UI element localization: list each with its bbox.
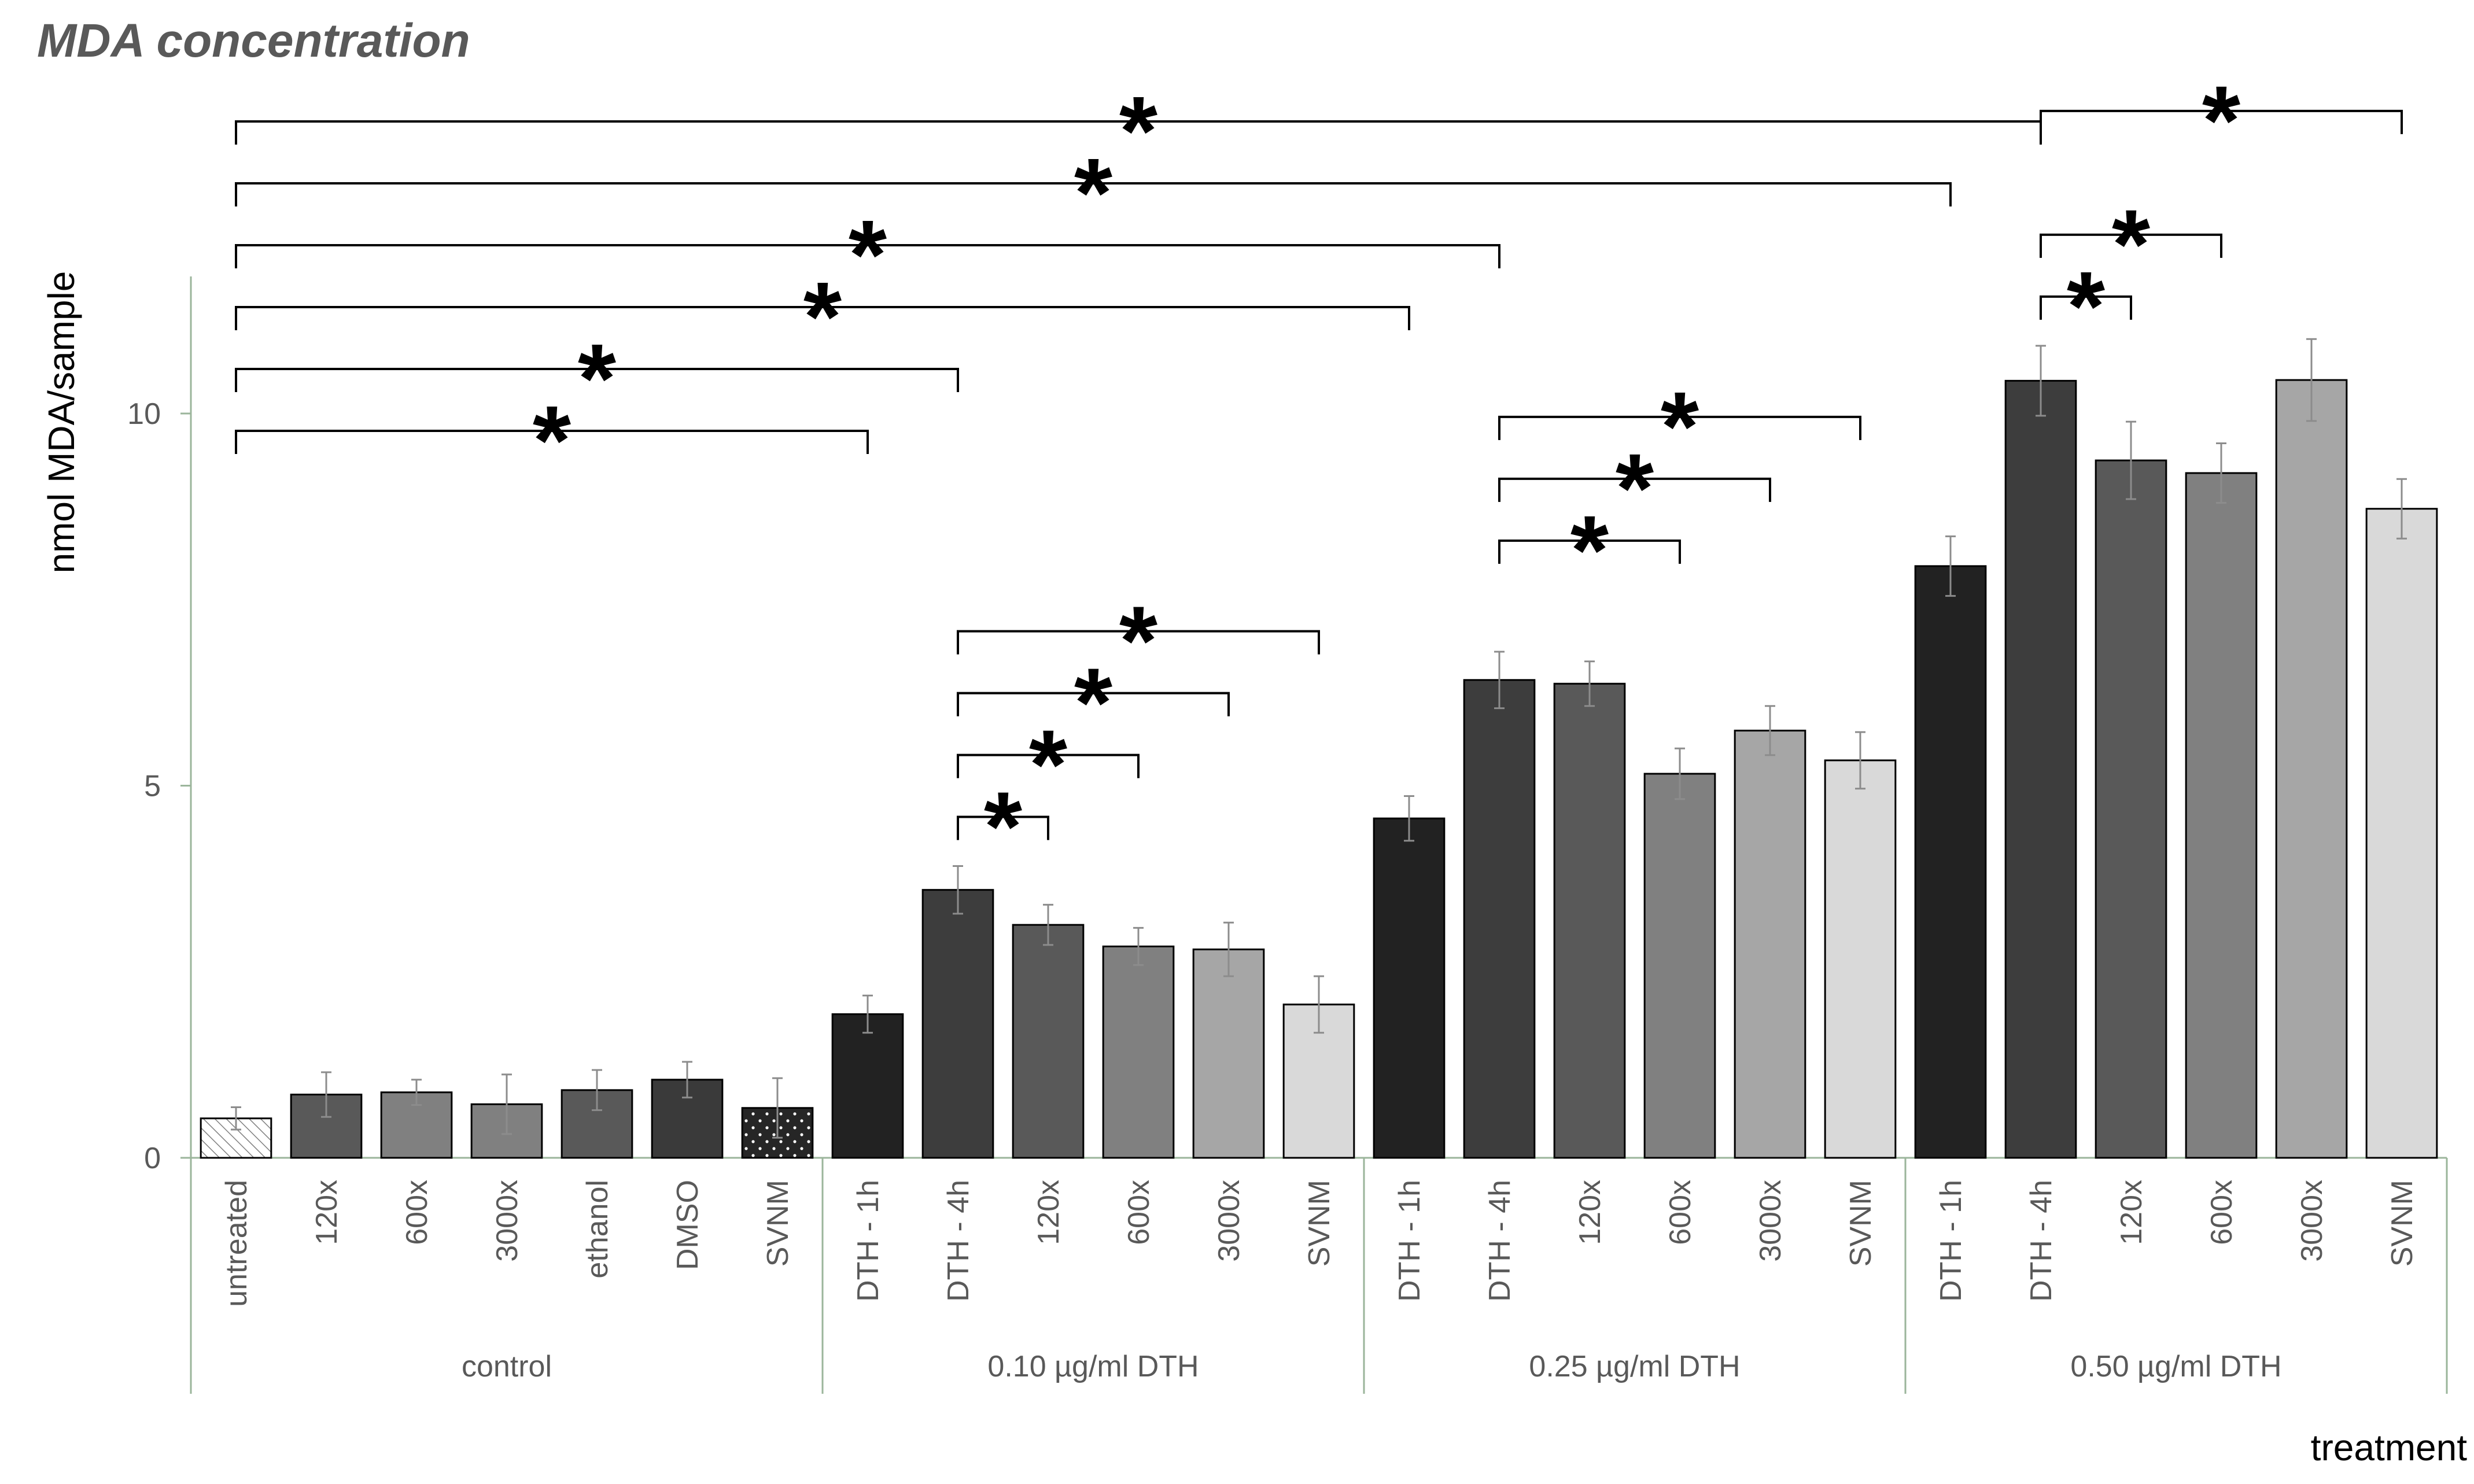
bar: [1824, 759, 1897, 1159]
group-label: control: [462, 1350, 552, 1383]
significance-bracket: [235, 244, 1500, 268]
x-tick-label: DTH - 1h: [1393, 1180, 1426, 1302]
significance-marker: *: [849, 200, 887, 310]
x-tick-label: SVNM: [2385, 1180, 2419, 1267]
bar: [2275, 379, 2348, 1159]
bars-layer: [200, 338, 2438, 1159]
x-tick-label: 120x: [1032, 1180, 1065, 1245]
bar: [2365, 508, 2438, 1159]
bar: [1914, 565, 1987, 1159]
x-axis-label: treatment: [2311, 1427, 2468, 1468]
x-tick-label: SVNM: [1844, 1180, 1878, 1267]
x-tick-label: SVNM: [1303, 1180, 1336, 1267]
x-tick-label: 3000x: [2295, 1180, 2329, 1262]
significance-marker: *: [1074, 138, 1112, 248]
y-tick-label: 0: [144, 1142, 161, 1175]
bar: [1373, 817, 1446, 1159]
bar: [831, 1013, 904, 1159]
bar: [1643, 773, 1716, 1159]
significance-bracket: [957, 692, 1230, 717]
significance-bracket: [235, 430, 869, 454]
significance-marker: *: [1616, 434, 1654, 544]
group-label: 0.50 µg/ml DTH: [2070, 1350, 2281, 1383]
y-tick-label: 10: [127, 397, 161, 431]
y-tick-label: 5: [144, 770, 161, 803]
x-tick-label: SVNM: [761, 1180, 795, 1267]
x-tick-label: 120x: [310, 1180, 344, 1245]
bar: [1192, 948, 1265, 1159]
group-label: 0.10 µg/ml DTH: [987, 1350, 1199, 1383]
significance-marker: *: [1119, 586, 1157, 696]
x-tick-label: untreated: [220, 1180, 253, 1307]
significance-bracket: [235, 182, 1952, 206]
bar: [290, 1094, 363, 1159]
x-tick-label: 600x: [2205, 1180, 2239, 1245]
bar: [1463, 679, 1536, 1159]
significance-bracket: [2040, 233, 2222, 258]
x-tick-label: 600x: [400, 1180, 434, 1245]
bar: [1553, 682, 1626, 1159]
bar: [2095, 459, 2167, 1159]
y-axis-label: nmol MDA/sample: [40, 271, 82, 574]
significance-marker: *: [1570, 496, 1609, 606]
significance-bracket: [1498, 415, 1861, 440]
x-tick-label: 600x: [1664, 1180, 1697, 1245]
significance-bracket: [957, 630, 1320, 655]
x-tick-labels: untreated 120x 600x 3000x ethanol DMSO SVNM DTH…: [220, 1180, 2419, 1307]
x-tick-label: DTH - 1h: [1934, 1180, 1968, 1302]
x-tick-label: DTH - 1h: [851, 1180, 885, 1302]
x-tick-label: DTH - 4h: [2025, 1180, 2058, 1302]
x-tick-label: 3000x: [1754, 1180, 1787, 1262]
x-tick-label: 3000x: [491, 1180, 524, 1262]
bar: [1012, 924, 1085, 1159]
significance-marker: *: [2067, 252, 2105, 361]
group-label: 0.25 µg/ml DTH: [1529, 1350, 1740, 1383]
x-tick-label: 600x: [1122, 1180, 1156, 1245]
significance-marker: *: [984, 771, 1022, 881]
significance-marker: *: [578, 324, 616, 434]
significance-marker: *: [803, 262, 842, 372]
significance-bracket: [2040, 295, 2132, 320]
significance-bracket: [1498, 477, 1771, 502]
significance-bracket: [2040, 109, 2403, 134]
significance-bracket: [957, 815, 1049, 840]
x-tick-label: 3000x: [1212, 1180, 1246, 1262]
significance-marker: *: [1119, 76, 1157, 186]
significance-marker: *: [533, 386, 571, 496]
bar: [2004, 379, 2077, 1159]
bar: [2185, 472, 2258, 1159]
significance-brackets: ****************: [235, 66, 2403, 881]
x-tick-label: 120x: [1573, 1180, 1607, 1245]
x-tick-label: DTH - 4h: [942, 1180, 975, 1302]
chart-title: MDA concentration: [37, 14, 470, 67]
bar: [1734, 729, 1806, 1159]
significance-marker: *: [1074, 648, 1112, 758]
significance-bracket: [235, 368, 959, 392]
bar: [1102, 945, 1175, 1159]
x-tick-label: 120x: [2115, 1180, 2148, 1245]
bar: [921, 889, 994, 1159]
significance-bracket: [957, 754, 1140, 778]
significance-marker: *: [2112, 190, 2150, 300]
significance-bracket: [235, 306, 1410, 330]
significance-marker: *: [1661, 372, 1699, 482]
x-tick-label: ethanol: [581, 1180, 614, 1279]
significance-marker: *: [1029, 710, 1067, 819]
x-tick-label: DMSO: [671, 1180, 705, 1270]
significance-marker: *: [2202, 66, 2240, 176]
x-tick-label: DTH - 4h: [1483, 1180, 1517, 1302]
significance-bracket: [1498, 539, 1681, 564]
